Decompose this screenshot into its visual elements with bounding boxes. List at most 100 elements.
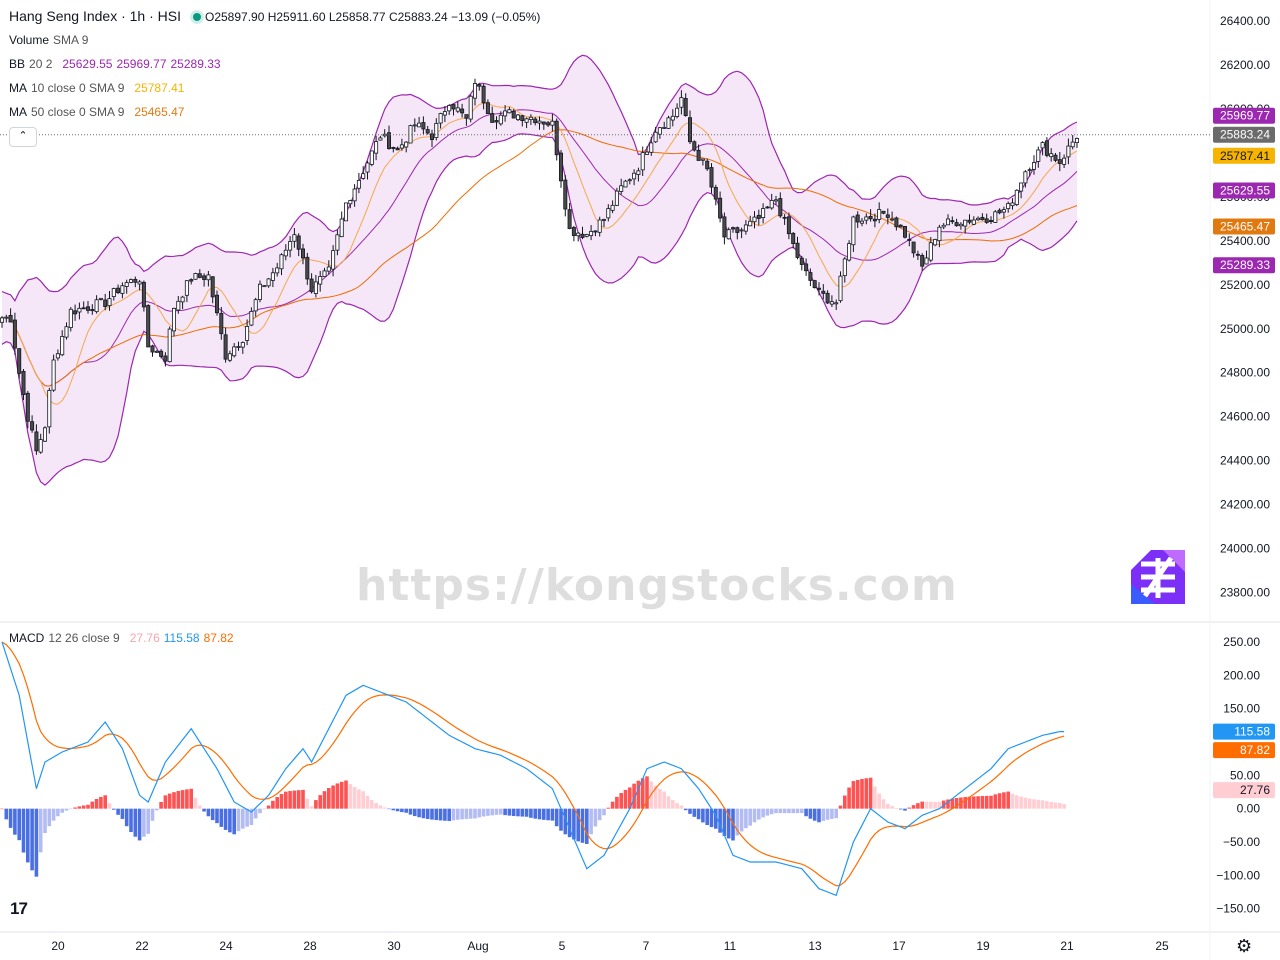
candle-body[interactable] [967,219,972,223]
candle-body[interactable] [933,239,938,246]
candle-body[interactable] [662,127,667,129]
candle-body[interactable] [318,276,323,285]
candle-body[interactable] [477,84,482,87]
candle-body[interactable] [868,215,873,220]
candle-body[interactable] [864,216,869,221]
candle-body[interactable] [25,392,30,422]
candle-body[interactable] [485,102,490,114]
candle-body[interactable] [460,108,465,114]
candle-body[interactable] [438,113,443,124]
candle-body[interactable] [249,311,254,326]
candle-body[interactable] [468,95,473,120]
candle-body[interactable] [726,229,731,240]
candle-body[interactable] [120,285,125,294]
candle-body[interactable] [1057,159,1062,164]
candle-body[interactable] [993,211,998,223]
candle-body[interactable] [313,281,318,294]
candle-body[interactable] [1010,202,1015,207]
candle-body[interactable] [279,254,284,270]
candle-body[interactable] [963,219,968,227]
candle-body[interactable] [782,216,787,219]
candle-body[interactable] [326,266,331,272]
candle-body[interactable] [903,225,908,238]
candle-body[interactable] [946,218,951,226]
candle-body[interactable] [352,188,357,202]
candle-body[interactable] [559,152,564,182]
candle-body[interactable] [524,118,529,123]
candle-body[interactable] [872,218,877,222]
candle-body[interactable] [98,297,103,300]
candle-body[interactable] [94,299,99,313]
candle-body[interactable] [451,104,456,110]
candle-body[interactable] [51,359,56,391]
candle-body[interactable] [369,150,374,165]
candle-body[interactable] [688,117,693,143]
candle-body[interactable] [1049,153,1054,158]
candle-body[interactable] [537,120,542,124]
candle-body[interactable] [571,227,576,236]
candle-body[interactable] [541,121,546,125]
candle-body[interactable] [21,370,26,396]
candle-body[interactable] [554,120,559,156]
candle-body[interactable] [292,234,297,242]
candle-body[interactable] [928,242,933,261]
candle-body[interactable] [563,179,568,210]
candle-body[interactable] [636,170,641,175]
candle-body[interactable] [404,141,409,148]
candle-body[interactable] [34,431,39,452]
candle-body[interactable] [958,223,963,227]
candle-body[interactable] [171,308,176,332]
candle-body[interactable] [550,120,555,126]
candle-body[interactable] [55,353,60,359]
candle-body[interactable] [812,280,817,289]
candle-body[interactable] [472,83,477,99]
candle-body[interactable] [971,219,976,225]
candle-body[interactable] [348,200,353,205]
candle-body[interactable] [941,224,946,228]
candle-body[interactable] [253,299,258,312]
candle-body[interactable] [606,208,611,219]
candle-body[interactable] [817,287,822,290]
candle-body[interactable] [821,290,826,294]
candle-body[interactable] [989,220,994,222]
candle-body[interactable] [1066,145,1071,158]
candle-body[interactable] [412,124,417,127]
candle-body[interactable] [206,274,211,281]
candle-body[interactable] [4,316,9,319]
candle-body[interactable] [8,315,13,323]
gear-icon[interactable]: ⚙ [1236,936,1253,956]
candle-body[interactable] [12,319,17,349]
candle-body[interactable] [713,186,718,200]
candle-body[interactable] [275,267,280,274]
macd-legend[interactable]: MACD 12 26 close 9 27.76 115.58 87.82 [9,630,238,646]
candle-body[interactable] [417,122,422,128]
candle-body[interactable] [202,275,207,280]
candle-body[interactable] [516,114,521,121]
candle-body[interactable] [1006,203,1011,210]
candle-body[interactable] [64,326,69,338]
candle-body[interactable] [576,232,581,237]
candle-body[interactable] [86,306,91,311]
candle-body[interactable] [920,255,925,267]
candle-body[interactable] [425,129,430,134]
candle-body[interactable] [761,208,766,218]
candle-body[interactable] [197,273,202,278]
candle-body[interactable] [227,353,232,361]
candle-body[interactable] [1070,141,1075,148]
candle-body[interactable] [774,199,779,202]
tradingview-logo-icon[interactable]: 17 [10,899,28,918]
candle-body[interactable] [890,218,895,221]
candle-body[interactable] [915,253,920,256]
candle-body[interactable] [47,390,52,428]
candle-body[interactable] [245,326,250,341]
candle-body[interactable] [980,216,985,221]
candle-body[interactable] [528,116,533,120]
candle-body[interactable] [847,243,852,261]
candle-body[interactable] [567,209,572,229]
bb-legend[interactable]: BB 20 2 25629.55 25969.77 25289.33 [9,56,225,72]
candle-body[interactable] [356,179,361,189]
candle-body[interactable] [1023,171,1028,184]
candle-body[interactable] [309,278,314,293]
candle-body[interactable] [795,242,800,258]
